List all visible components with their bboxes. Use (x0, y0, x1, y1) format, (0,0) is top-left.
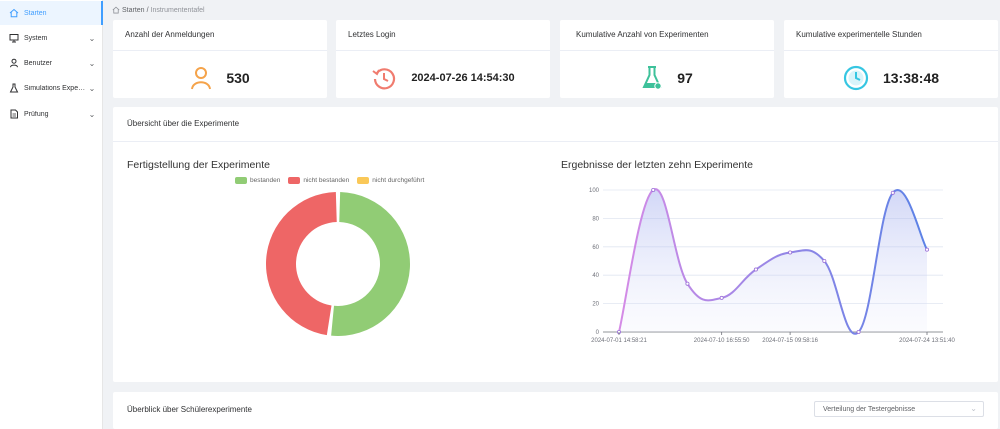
x-tick-label: 2024-07-24 13:51:40 (899, 338, 955, 344)
donut-chart-title: Fertigstellung der Experimente (127, 159, 270, 171)
legend-item-failed[interactable]: nicht bestanden (288, 177, 349, 184)
stat-title: Letztes Login (348, 30, 396, 39)
sidebar-item-label: Simulations Expe… (24, 84, 86, 92)
divider (336, 50, 550, 51)
donut-legend: bestanden nicht bestanden nicht durchgef… (235, 177, 424, 184)
breadcrumb-current: Instrumententafel (150, 6, 205, 14)
divider (784, 50, 998, 51)
y-tick-label: 40 (592, 273, 599, 279)
legend-swatch (357, 177, 370, 184)
student-overview-title: Überblick über Schülerexperimente (127, 405, 252, 414)
donut-slice-passed[interactable] (331, 192, 410, 336)
divider (560, 50, 774, 51)
line-area (619, 189, 927, 334)
data-point[interactable] (685, 281, 690, 286)
line-chart-title: Ergebnisse der letzten zehn Experimente (561, 159, 754, 171)
clock-icon (843, 65, 869, 91)
stat-value: 2024-07-26 14:54:30 (411, 72, 515, 84)
history-icon (372, 68, 396, 90)
chevron-down-icon: ⌄ (970, 404, 977, 413)
legend-label: nicht durchgeführt (372, 177, 425, 184)
x-tick-label: 2024-07-10 16:55:50 (694, 338, 750, 344)
line-chart: 0 20 40 60 80 100 2024-07-01 14:58:21 2024-07-1… (589, 188, 956, 344)
stat-title: Kumulative Anzahl von Experimenten (576, 30, 709, 39)
breadcrumb-home[interactable]: Starten (122, 6, 145, 14)
sidebar-item-system[interactable]: System ⌄ (0, 26, 103, 50)
chevron-down-icon: ⌄ (88, 83, 96, 93)
legend-label: bestanden (250, 177, 281, 184)
data-point[interactable] (753, 267, 758, 272)
user-icon (10, 58, 18, 68)
line-series (618, 188, 928, 335)
data-point[interactable] (924, 247, 929, 252)
chevron-down-icon: ⌄ (88, 33, 96, 43)
sidebar-item-start[interactable]: Starten (0, 1, 103, 25)
y-tick-label: 20 (592, 302, 599, 308)
sidebar-item-label: Starten (24, 9, 47, 17)
breadcrumb: Starten / Instrumententafel (112, 4, 205, 16)
select-value: Verteilung der Testergebnisse (823, 405, 916, 413)
x-tick-label: 2024-07-01 14:58:21 (591, 338, 647, 344)
overview-card: Übersicht über die Experimente Fertigste… (113, 107, 998, 382)
chevron-down-icon: ⌄ (88, 109, 96, 119)
person-icon (191, 67, 212, 90)
y-tick-label: 100 (589, 188, 600, 194)
stat-title: Kumulative experimentelle Stunden (796, 30, 922, 39)
data-point[interactable] (788, 250, 793, 255)
student-overview-card: Überblick über Schülerexperimente Vertei… (113, 392, 998, 429)
document-icon (10, 109, 18, 119)
divider (113, 141, 998, 142)
y-tick-label: 80 (592, 216, 599, 222)
stat-card-logins: Anzahl der Anmeldungen 530 (113, 20, 327, 98)
stat-card-experiments: Kumulative Anzahl von Experimenten 97 (560, 20, 774, 98)
stat-value: 13:38:48 (882, 70, 940, 86)
sidebar-item-label: System (24, 34, 48, 42)
legend-label: nicht bestanden (303, 177, 350, 184)
stat-card-hours: Kumulative experimentelle Stunden 13:38:… (784, 20, 998, 98)
y-tick-label: 0 (596, 330, 600, 336)
sidebar-item-simulations[interactable]: Simulations Expe… ⌄ (0, 76, 103, 100)
sidebar-item-users[interactable]: Benutzer ⌄ (0, 51, 103, 75)
legend-swatch (235, 177, 247, 184)
result-distribution-select[interactable]: Verteilung der Testergebnisse ⌄ (814, 401, 984, 417)
home-icon (9, 8, 19, 18)
divider (113, 50, 327, 51)
data-point[interactable] (856, 329, 861, 334)
x-tick-label: 2024-07-15 09:58:16 (762, 338, 818, 344)
y-tick-label: 60 (592, 245, 599, 251)
data-point[interactable] (651, 188, 656, 193)
monitor-icon (9, 34, 19, 43)
home-icon (112, 6, 120, 14)
flask-icon (642, 66, 662, 90)
stat-value: 97 (677, 70, 693, 86)
donut-slice-failed[interactable] (265, 192, 337, 336)
data-point[interactable] (822, 259, 827, 264)
donut-chart (265, 192, 410, 336)
breadcrumb-separator: / (146, 6, 149, 14)
sidebar-item-label: Benutzer (24, 59, 53, 67)
data-point[interactable] (719, 295, 724, 300)
stat-card-last-login: Letztes Login 2024-07-26 14:54:30 (336, 20, 550, 98)
sidebar: Starten System ⌄ Benutzer ⌄ Simulations … (0, 0, 103, 429)
data-point[interactable] (890, 190, 895, 195)
overview-title: Übersicht über die Experimente (127, 119, 240, 128)
flask-icon (9, 83, 19, 93)
stat-title: Anzahl der Anmeldungen (125, 30, 215, 39)
chevron-down-icon: ⌄ (88, 58, 96, 68)
legend-swatch (288, 177, 301, 184)
sidebar-item-exam[interactable]: Prüfung ⌄ (0, 102, 103, 126)
legend-item-not-done[interactable]: nicht durchgeführt (357, 177, 424, 184)
legend-item-passed[interactable]: bestanden (235, 177, 280, 184)
stat-value: 530 (226, 70, 250, 86)
sidebar-item-label: Prüfung (24, 110, 49, 118)
